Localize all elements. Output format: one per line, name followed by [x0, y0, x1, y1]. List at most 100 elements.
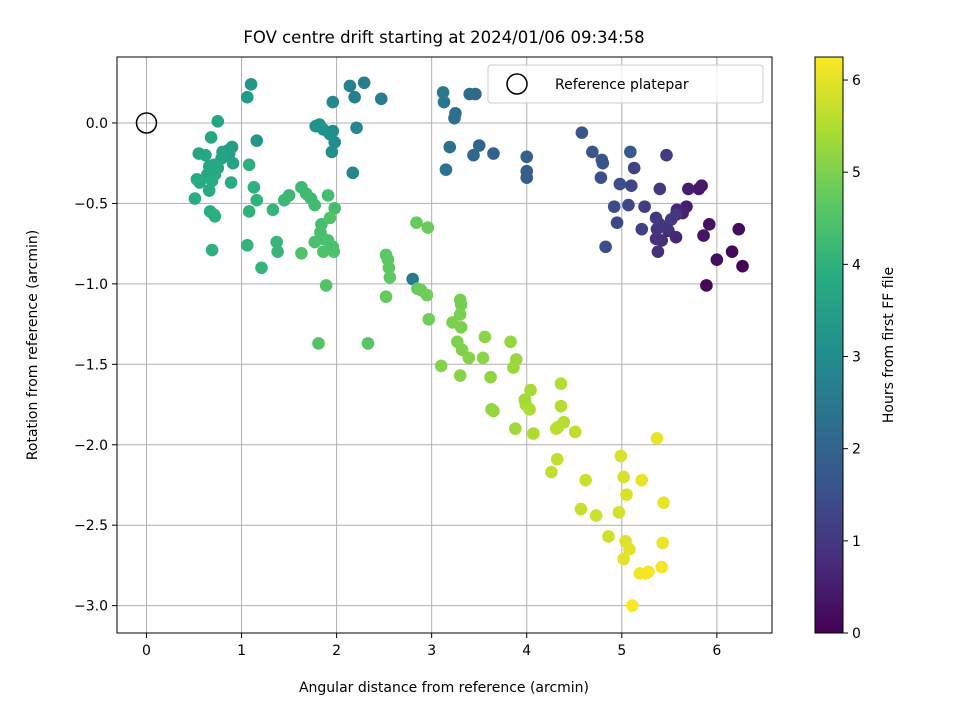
data-point: [250, 193, 264, 207]
data-point: [205, 243, 219, 257]
colorbar: 0 1 2 3 4 5 6 Hours from first FF file: [814, 56, 897, 642]
data-point: [328, 201, 341, 215]
data-point: [602, 530, 615, 543]
x-tick-label: 1: [237, 643, 246, 659]
data-point: [697, 229, 710, 242]
data-point: [613, 177, 627, 191]
data-point: [504, 335, 517, 349]
data-point: [599, 240, 612, 254]
data-point: [589, 509, 603, 522]
data-point: [321, 189, 335, 202]
data-point: [463, 87, 476, 101]
data-point: [623, 543, 636, 556]
data-point: [308, 235, 322, 249]
data-point: [649, 211, 663, 225]
data-point: [308, 198, 322, 212]
x-tick-label: 6: [712, 643, 721, 659]
data-point: [695, 179, 708, 193]
data-point: [527, 427, 540, 440]
data-point: [250, 134, 264, 147]
data-point: [382, 261, 396, 275]
data-point: [361, 337, 375, 350]
data-point: [614, 449, 628, 463]
data-point: [642, 565, 655, 579]
data-point: [472, 139, 486, 152]
data-point: [325, 145, 339, 159]
data-point: [242, 205, 256, 218]
legend-marker: [506, 73, 528, 95]
data-point: [702, 218, 716, 231]
data-point: [669, 208, 683, 221]
data-point: [653, 182, 667, 196]
data-point: [326, 95, 340, 109]
data-point: [617, 470, 630, 484]
data-point: [700, 279, 713, 292]
data-point: [240, 90, 254, 104]
data-point: [607, 200, 621, 213]
data-point: [410, 216, 423, 230]
data-point: [421, 221, 435, 234]
data-point: [612, 506, 626, 519]
data-point: [478, 330, 492, 344]
data-point: [202, 184, 216, 197]
data-point: [682, 182, 695, 196]
data-point: [549, 422, 563, 435]
data-point: [655, 560, 669, 574]
data-point: [350, 121, 363, 135]
data-point: [509, 422, 522, 435]
x-tick-label: 5: [617, 643, 626, 659]
data-point: [617, 552, 630, 566]
data-point: [550, 452, 564, 466]
data-point: [657, 496, 670, 509]
data-point: [374, 92, 388, 106]
data-point: [205, 174, 219, 188]
colorbar-gradient: [814, 56, 844, 634]
data-point: [650, 432, 664, 445]
colorbar-tick-label: 0: [852, 626, 861, 642]
y-axis-label: Rotation from reference (arcmin): [25, 230, 41, 460]
x-tick-label: 2: [332, 643, 341, 659]
data-point: [420, 288, 434, 302]
data-point: [193, 176, 207, 189]
legend-box: [487, 64, 764, 104]
data-point: [199, 148, 212, 162]
data-point: [554, 399, 568, 413]
colorbar-tick-label: 6: [852, 73, 861, 89]
data-point: [436, 86, 450, 99]
data-point: [270, 235, 284, 249]
data-point: [437, 95, 451, 109]
data-point: [620, 488, 633, 501]
colorbar-tick-label: 2: [852, 442, 861, 458]
data-point: [507, 361, 520, 374]
data-point: [586, 145, 599, 159]
x-axis-ticks: 0 1 2 3 4 5 6: [142, 633, 721, 659]
data-point: [266, 203, 280, 217]
data-point: [204, 131, 218, 144]
colorbar-tick-label: 1: [852, 534, 861, 550]
y-tick-label: −1.0: [74, 277, 108, 293]
data-point: [524, 383, 537, 397]
data-point: [240, 238, 254, 252]
data-point: [523, 403, 536, 416]
data-point: [188, 192, 202, 205]
data-point: [487, 147, 500, 160]
data-point: [520, 164, 534, 178]
data-point: [579, 473, 592, 487]
y-tick-label: −2.0: [74, 438, 108, 454]
data-point: [211, 115, 225, 128]
data-point: [244, 78, 258, 91]
data-point: [610, 216, 624, 230]
data-point: [434, 359, 448, 373]
data-point: [226, 156, 240, 170]
data-point: [736, 259, 749, 273]
x-tick-label: 4: [522, 643, 531, 659]
data-point: [346, 166, 360, 180]
data-point: [379, 290, 393, 304]
data-point: [282, 189, 296, 202]
colorbar-tick-label: 5: [852, 165, 861, 181]
data-point: [453, 369, 467, 382]
data-point: [625, 179, 638, 193]
data-point: [545, 465, 558, 479]
data-point: [660, 148, 673, 162]
